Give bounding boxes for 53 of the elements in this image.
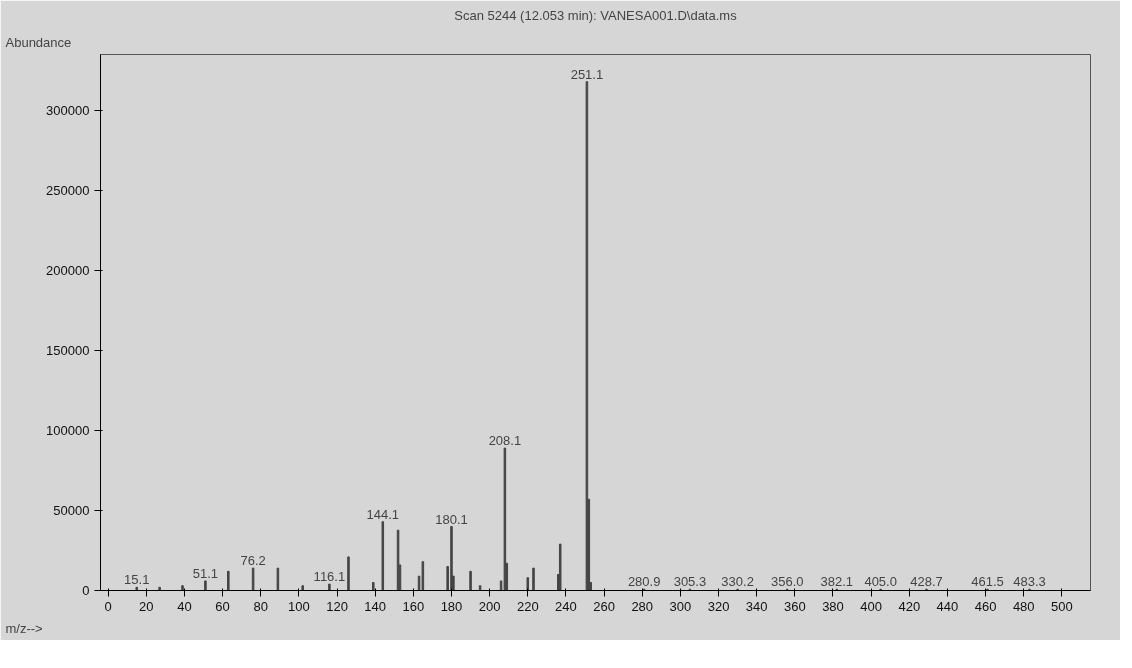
- x-tick-label: 120: [326, 598, 348, 614]
- annotation: 208.1: [488, 433, 522, 449]
- annotation: 251.1: [570, 66, 604, 82]
- x-tick-label: 500: [1051, 598, 1073, 614]
- x-tick-label: 40: [177, 598, 192, 614]
- y-tick-label: 50000: [53, 503, 90, 518]
- y-tick-label: 250000: [46, 183, 90, 198]
- annotation: 382.1: [820, 574, 854, 590]
- x-tick-label: 420: [898, 598, 921, 614]
- x-tick-label: 260: [593, 598, 615, 614]
- x-tick-label: 300: [669, 598, 692, 614]
- annotation: 116.1: [313, 569, 346, 585]
- y-tick-label: 150000: [46, 343, 90, 358]
- x-tick-label: 480: [1012, 598, 1035, 614]
- y-tick-label: 100000: [46, 423, 90, 438]
- x-tick-label: 320: [707, 598, 730, 614]
- annotation: 483.3: [1013, 574, 1046, 590]
- annotation: 76.2: [240, 553, 266, 569]
- y-tick-label: 200000: [46, 263, 90, 278]
- x-tick-label: 200: [478, 598, 501, 614]
- y-axis-title: Abundance: [5, 34, 72, 50]
- x-tick-label: 100: [288, 598, 310, 614]
- annotation: 280.9: [627, 574, 661, 590]
- x-tick-label: 0: [104, 598, 112, 614]
- annotation: 180.1: [435, 511, 468, 527]
- annotation: 51.1: [192, 565, 219, 581]
- x-tick-label: 220: [516, 598, 539, 614]
- annotation: 428.7: [910, 574, 943, 590]
- y-tick-label: 0: [82, 583, 90, 598]
- y-tick-label: 300000: [46, 103, 90, 118]
- annotation: 15.1: [124, 572, 150, 588]
- x-tick-label: 240: [555, 598, 577, 614]
- x-tick-label: 340: [745, 598, 768, 614]
- x-tick-label: 380: [822, 598, 844, 614]
- annotation: 330.2: [721, 574, 754, 590]
- x-tick-label: 160: [402, 598, 425, 614]
- x-tick-label: 460: [974, 598, 997, 614]
- x-tick-label: 180: [440, 598, 463, 614]
- x-tick-label: 20: [139, 598, 154, 614]
- annotation: 356.0: [770, 574, 804, 590]
- annotation: 405.0: [864, 574, 897, 590]
- annotation: 305.3: [673, 574, 707, 590]
- x-tick-label: 60: [215, 598, 230, 614]
- annotation: 144.1: [366, 506, 400, 522]
- x-tick-label: 140: [364, 598, 387, 614]
- chart-title: Scan 5244 (12.053 min): VANESA001.D\data.ms: [454, 7, 738, 23]
- x-axis-title: m/z-->: [5, 620, 43, 636]
- x-tick-label: 80: [253, 598, 268, 614]
- annotation: 461.5: [971, 574, 1004, 590]
- x-tick-label: 280: [631, 598, 654, 614]
- x-tick-label: 440: [936, 598, 959, 614]
- x-tick-label: 360: [783, 598, 806, 614]
- x-tick-label: 400: [860, 598, 882, 614]
